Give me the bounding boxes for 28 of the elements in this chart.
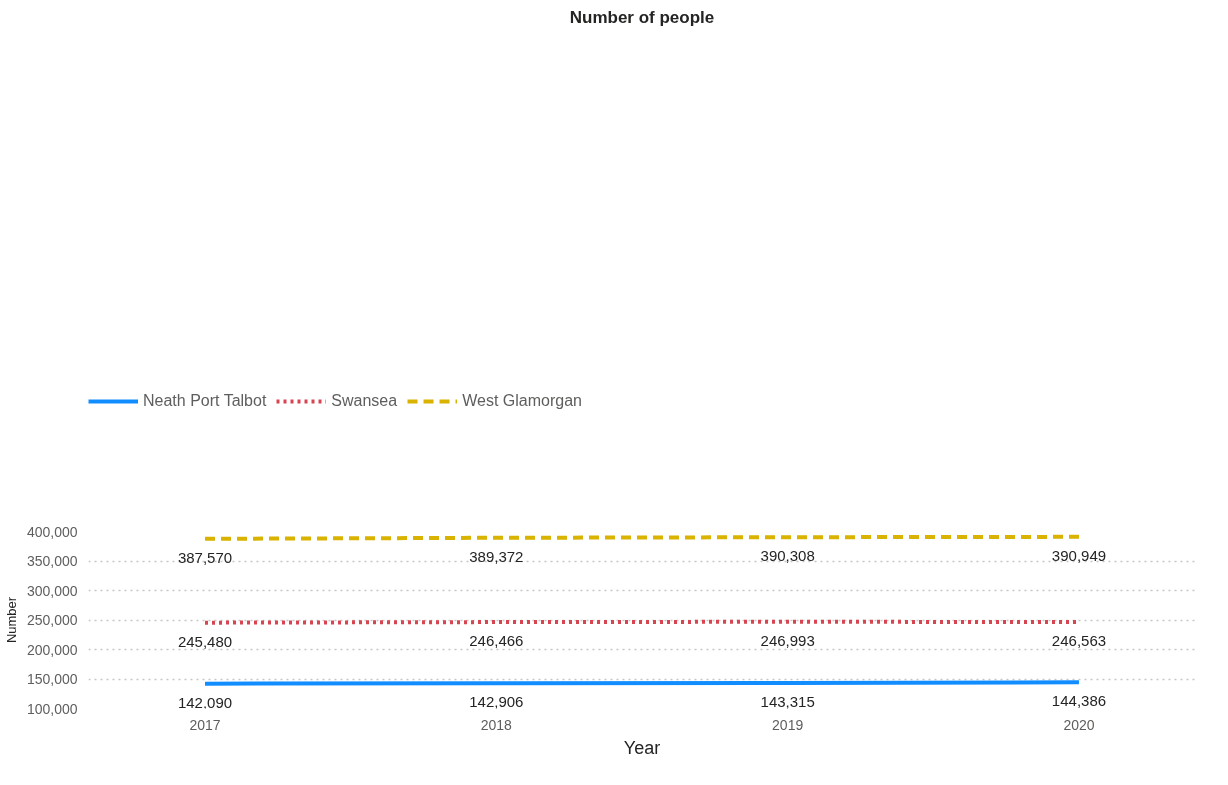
legend-label: Swansea xyxy=(331,392,398,410)
chart-title: Number of people xyxy=(569,7,715,27)
x-tick-label: 2019 xyxy=(772,716,804,733)
y-tick-label: 300,000 xyxy=(26,582,78,599)
data-label: 246,993 xyxy=(760,631,815,649)
y-tick-label: 350,000 xyxy=(26,553,78,569)
data-label: 246,563 xyxy=(1051,632,1107,650)
legend-label: West Glamorgan xyxy=(462,392,582,410)
x-tick-label: 2017 xyxy=(189,716,221,733)
x-tick-label: 2020 xyxy=(1063,716,1095,733)
y-tick-label: 200,000 xyxy=(26,641,78,658)
data-label: 390,308 xyxy=(760,547,815,565)
data-label: 245,480 xyxy=(177,632,233,650)
x-tick-label: 2018 xyxy=(480,716,513,733)
y-tick-label: 100,000 xyxy=(26,700,78,717)
y-tick-label: 400,000 xyxy=(26,523,78,540)
y-tick-label: 250,000 xyxy=(26,612,78,628)
data-label: 246,466 xyxy=(469,632,524,650)
data-label: 390,949 xyxy=(1051,546,1107,564)
y-tick-label: 150,000 xyxy=(26,671,78,687)
data-label: 389,372 xyxy=(469,547,524,565)
legend-label: Neath Port Talbot xyxy=(143,392,267,410)
y-axis-title: Number xyxy=(3,596,19,644)
data-label: 144,386 xyxy=(1051,692,1107,710)
data-label: 142,906 xyxy=(469,693,524,711)
data-label: 143,315 xyxy=(760,692,815,710)
data-label: 387,570 xyxy=(177,548,233,566)
x-axis-title: Year xyxy=(623,737,661,758)
